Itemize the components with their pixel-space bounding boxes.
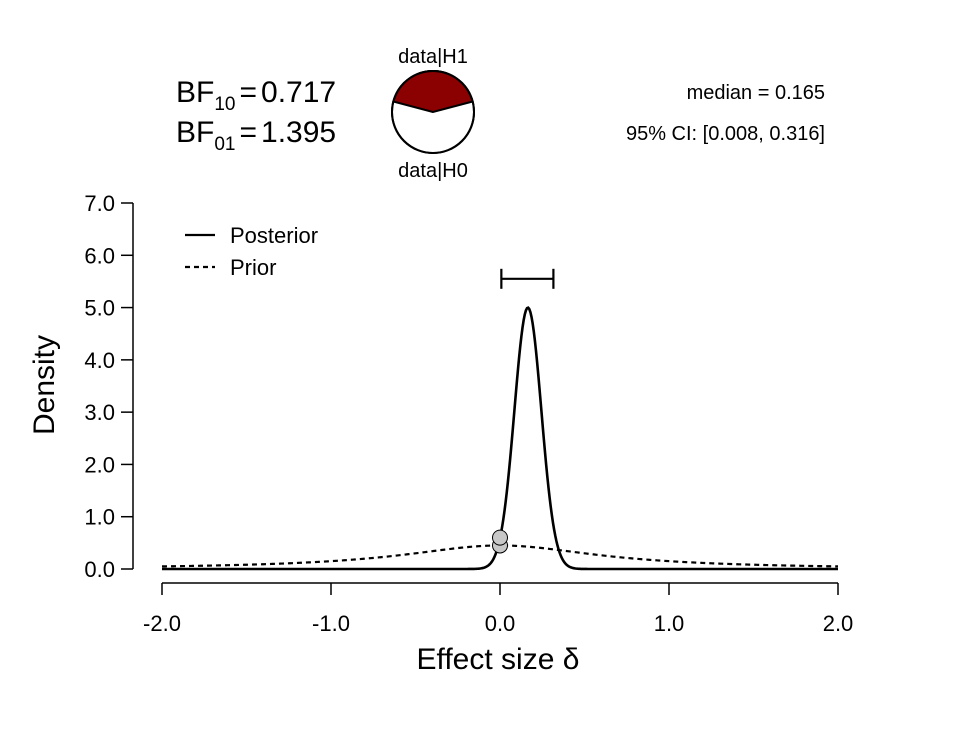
y-tick-label: 4.0 (84, 348, 115, 373)
x-tick-label: -2.0 (143, 611, 181, 636)
ci-text: 95% CI: [0.008, 0.316] (626, 123, 825, 145)
y-tick-label: 0.0 (84, 557, 115, 582)
pie-label-h1: data|H1 (398, 46, 468, 68)
x-tick-label: -1.0 (312, 611, 350, 636)
y-tick-label: 5.0 (84, 296, 115, 321)
y-tick-label: 1.0 (84, 505, 115, 530)
legend: Posterior Prior (185, 223, 318, 280)
bf10-label: BF10 = 0.717 (176, 76, 336, 115)
median-text: median = 0.165 (687, 82, 825, 104)
x-tick-label: 2.0 (823, 611, 854, 636)
y-axis: 0.0 1.0 2.0 3.0 4.0 5.0 6.0 7.0 (84, 191, 134, 582)
y-tick-label: 6.0 (84, 243, 115, 268)
density-curves (161, 268, 839, 571)
x-tick-label: 1.0 (654, 611, 685, 636)
bf01-label: BF01 = 1.395 (176, 116, 336, 155)
prior-curve (161, 544, 839, 568)
x-axis: -2.0 -1.0 0.0 1.0 2.0 (143, 582, 854, 636)
bayes-factor-pie (391, 70, 475, 154)
y-tick-label: 3.0 (84, 400, 115, 425)
pie-label-h0: data|H0 (398, 160, 468, 182)
y-tick-label: 7.0 (84, 191, 115, 216)
x-tick-label: 0.0 (485, 611, 516, 636)
y-axis-label: Density (28, 335, 61, 435)
legend-posterior-label: Posterior (230, 223, 318, 248)
legend-prior-label: Prior (230, 255, 276, 280)
y-tick-label: 2.0 (84, 452, 115, 477)
density-point (492, 529, 508, 546)
x-axis-label: Effect size δ (417, 643, 580, 676)
pie-outline (391, 70, 475, 154)
